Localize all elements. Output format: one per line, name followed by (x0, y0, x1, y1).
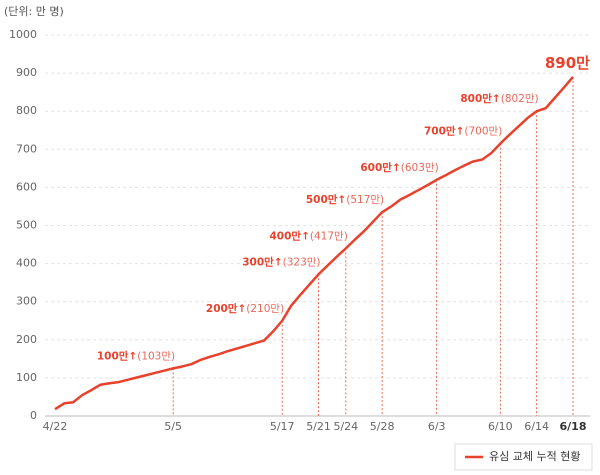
annotation-text: 600만↑ (360, 161, 400, 174)
y-tick-label: 800 (16, 104, 37, 117)
annotation-note: (210만) (246, 303, 284, 315)
data-line (54, 76, 574, 411)
annotation: 600만↑(603만) (360, 161, 438, 174)
annotation-text: 200만↑ (206, 302, 246, 315)
annotation: 700만↑(700만) (424, 125, 502, 138)
y-tick-label: 300 (16, 295, 37, 308)
y-tick-label: 1000 (9, 28, 37, 41)
annotation: 400만↑(417만) (270, 229, 348, 242)
x-tick-label: 6/18 (560, 420, 587, 433)
annotation-note: (417만) (310, 230, 348, 242)
annotation-text: 300만↑ (242, 255, 282, 268)
y-tick-label: 700 (16, 142, 37, 155)
unit-label: (단위: 만 명) (4, 5, 64, 18)
y-tick-label: 0 (30, 409, 37, 422)
x-tick-label: 6/3 (428, 420, 446, 433)
x-tick-label: 5/24 (333, 420, 358, 433)
annotation-text: 800만↑ (460, 92, 500, 105)
x-tick-label: 5/21 (306, 420, 331, 433)
y-tick-label: 400 (16, 257, 37, 270)
y-tick-label: 500 (16, 219, 37, 232)
annotation: 890만 (545, 53, 590, 71)
x-tick-label: 6/14 (524, 420, 549, 433)
x-tick-label: 5/28 (370, 420, 395, 433)
annotation: 500만↑(517만) (306, 193, 384, 206)
annotation-note: (323만) (283, 256, 321, 268)
annotation-note: (103만) (137, 350, 175, 362)
x-tick-label: 6/10 (488, 420, 513, 433)
annotation: 200만↑(210만) (206, 302, 284, 315)
annotation-text: 400만↑ (270, 229, 310, 242)
annotation-text: 100만↑ (97, 349, 137, 362)
annotation-text: 500만↑ (306, 193, 346, 206)
annotation-note: (700만) (464, 126, 502, 138)
annotation-note: (603만) (401, 162, 439, 174)
annotation-note: (802만) (501, 93, 539, 105)
annotation: 100만↑(103만) (97, 349, 175, 362)
y-tick-label: 900 (16, 66, 37, 79)
annotation-note: (517만) (346, 194, 384, 206)
x-tick-label: 4/22 (43, 420, 68, 433)
x-tick-label: 5/5 (164, 420, 182, 433)
annotation-text: 890만 (545, 53, 590, 71)
legend-label: 유심 교체 누적 현황 (489, 450, 580, 463)
x-tick-label: 5/17 (270, 420, 295, 433)
annotation-text: 700만↑ (424, 125, 464, 138)
annotation: 300만↑(323만) (242, 255, 320, 268)
y-tick-label: 100 (16, 371, 37, 384)
y-tick-label: 600 (16, 180, 37, 193)
annotation: 800만↑(802만) (460, 92, 538, 105)
y-tick-label: 200 (16, 333, 37, 346)
